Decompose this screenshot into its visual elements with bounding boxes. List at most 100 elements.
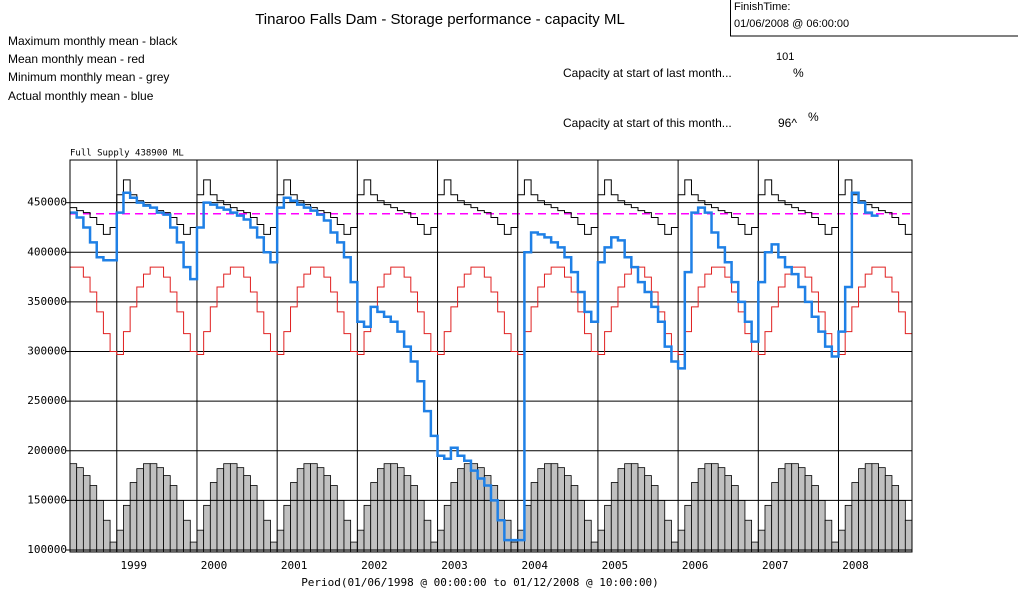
bar — [103, 519, 111, 553]
bar — [757, 529, 766, 553]
y-tick-label: 350000 — [27, 295, 67, 308]
bar — [637, 467, 646, 553]
bar — [196, 529, 205, 553]
capacity-last-unit: % — [793, 66, 804, 80]
x-axis-label: Period(01/06/1998 @ 00:00:00 to 01/12/20… — [301, 576, 659, 589]
bar — [884, 475, 893, 553]
bar — [250, 485, 258, 553]
bar — [316, 467, 325, 553]
x-tick-label: 2005 — [602, 559, 629, 572]
y-tick-label: 150000 — [27, 493, 67, 506]
bar — [557, 467, 565, 553]
bar — [283, 504, 291, 553]
capacity-this-value: 96^ — [778, 116, 797, 130]
bar — [82, 475, 91, 553]
bar — [303, 463, 311, 553]
bar — [818, 499, 826, 553]
bar — [864, 463, 873, 553]
bar — [356, 529, 365, 553]
bar — [744, 519, 753, 553]
legend-entry: Actual monthly mean - blue — [8, 89, 154, 103]
bar — [256, 499, 265, 553]
bar — [330, 485, 338, 553]
bar — [597, 529, 606, 553]
bar — [203, 504, 211, 553]
bar — [397, 467, 405, 553]
bar — [410, 485, 418, 553]
bar — [644, 475, 652, 553]
bar — [697, 468, 706, 553]
bar — [764, 504, 773, 553]
bar — [176, 499, 185, 553]
bar — [717, 467, 726, 553]
bar — [243, 475, 251, 553]
bar — [376, 468, 385, 553]
full-supply-label: Full Supply 438900 ML — [70, 149, 184, 159]
finish-time-label: FinishTime: — [734, 1, 790, 13]
bar — [811, 485, 819, 553]
legend-entry: Maximum monthly mean - black — [8, 34, 178, 48]
bar — [450, 482, 458, 553]
bar — [657, 499, 666, 553]
bar — [604, 504, 612, 553]
bar — [737, 499, 746, 553]
bar — [129, 482, 138, 553]
bar — [577, 499, 585, 553]
bar — [310, 463, 318, 553]
bar — [123, 504, 131, 553]
bar — [858, 468, 866, 553]
bar — [223, 463, 231, 553]
x-tick-label: 2002 — [361, 559, 388, 572]
bar — [443, 504, 452, 553]
bar — [777, 468, 786, 553]
bar — [838, 529, 846, 553]
x-tick-label: 2001 — [281, 559, 308, 572]
bar — [403, 475, 412, 553]
bar — [537, 468, 545, 553]
x-tick-label: 2004 — [521, 559, 548, 572]
bar — [169, 485, 178, 553]
bar — [136, 468, 144, 553]
bar — [724, 475, 732, 553]
bar — [96, 499, 104, 553]
y-tick-label: 200000 — [27, 444, 67, 457]
bar — [370, 482, 378, 553]
bar — [276, 529, 285, 553]
bar — [711, 463, 719, 553]
bar — [149, 463, 158, 553]
series-line — [70, 179, 912, 235]
capacity-this-label: Capacity at start of this month... — [563, 116, 732, 130]
bar — [383, 463, 392, 553]
bar — [216, 468, 225, 553]
capacity-this-unit: % — [808, 110, 819, 124]
bar — [290, 482, 298, 553]
y-tick-label: 300000 — [27, 345, 67, 358]
capacity-last-value: 101 — [776, 51, 794, 63]
x-tick-label: 2008 — [842, 559, 869, 572]
bar — [691, 482, 699, 553]
bar — [343, 519, 352, 553]
bar — [437, 529, 445, 553]
bar — [363, 504, 372, 553]
series-line — [70, 191, 879, 542]
bar — [163, 475, 171, 553]
bar — [457, 468, 465, 553]
y-tick-label: 250000 — [27, 394, 67, 407]
x-tick-label: 2007 — [762, 559, 789, 572]
legend-entry: Mean monthly mean - red — [8, 52, 145, 66]
bar — [624, 463, 632, 553]
bar — [390, 463, 398, 553]
finish-time-value: 01/06/2008 @ 06:00:00 — [734, 18, 849, 30]
bar — [89, 485, 98, 553]
bar — [677, 529, 686, 553]
finish-time-box — [730, 0, 1018, 37]
bar — [463, 463, 472, 553]
bar — [684, 504, 692, 553]
bar — [871, 463, 879, 553]
y-tick-label: 100000 — [27, 543, 67, 556]
series-line — [70, 266, 912, 356]
bar — [116, 529, 124, 553]
chart-title: Tinaroo Falls Dam - Storage performance … — [255, 11, 625, 28]
bar — [143, 463, 151, 553]
